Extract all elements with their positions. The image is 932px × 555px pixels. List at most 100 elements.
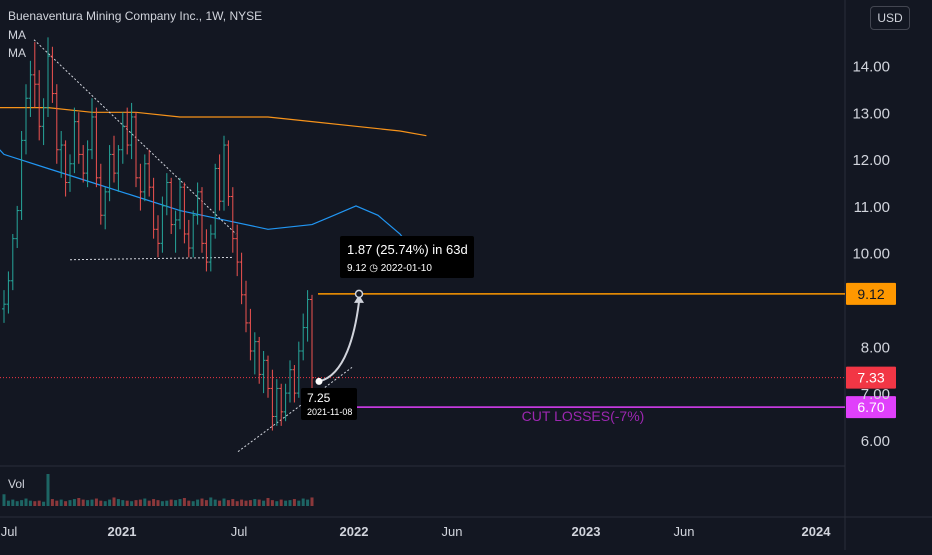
volume-bar	[279, 499, 283, 506]
volume-bar	[125, 500, 129, 506]
measure-start-box	[301, 388, 357, 420]
volume-bar	[292, 499, 296, 506]
volume-bar	[196, 499, 200, 506]
candle	[217, 154, 222, 211]
volume-bar	[262, 500, 266, 506]
x-tick-label: 2021	[108, 524, 137, 539]
cut-losses-badge-label: 6.70	[857, 399, 884, 415]
ma-short-line	[0, 149, 423, 263]
volume-bar	[116, 499, 120, 506]
volume-bar	[77, 498, 81, 506]
x-tick-label: 2022	[340, 524, 369, 539]
volume-bar	[165, 500, 169, 506]
measure-start-point	[315, 377, 323, 385]
candle	[134, 112, 138, 188]
volume-bar	[275, 501, 279, 506]
volume-bar	[2, 494, 6, 506]
volume-bar	[288, 500, 292, 506]
candle	[125, 107, 130, 155]
candle	[252, 332, 257, 375]
candle	[28, 60, 33, 117]
x-tick-label: Jul	[231, 524, 248, 539]
volume-bar	[253, 499, 257, 506]
candle	[208, 224, 213, 272]
last-price-badge	[846, 366, 896, 389]
candle	[156, 215, 160, 258]
volume-bar	[20, 500, 24, 506]
volume-bar	[6, 500, 10, 506]
volume-bar	[50, 499, 54, 506]
candle	[138, 163, 143, 211]
candle	[226, 140, 231, 206]
candle	[90, 98, 94, 160]
y-tick-label: 6.00	[861, 433, 890, 450]
candle	[305, 290, 310, 342]
volume-bar	[235, 501, 239, 506]
volume-panel: Vol	[2, 474, 314, 506]
volume-label: Vol	[8, 477, 25, 491]
time-axis[interactable]: Jul 2021 Jul 2022 Jun 2023 Jun 2024	[1, 524, 832, 539]
y-tick-label: 10.00	[852, 246, 890, 263]
candle	[257, 336, 262, 384]
measure-start-date: 2021-11-08	[307, 407, 352, 417]
candle	[94, 107, 99, 188]
symbol-title[interactable]: Buenaventura Mining Company Inc., 1W, NY…	[8, 9, 263, 23]
candle	[81, 145, 86, 183]
currency-button[interactable]: USD	[870, 6, 910, 30]
candle	[116, 145, 121, 192]
candle	[274, 379, 279, 426]
candle	[112, 135, 116, 183]
candle	[50, 46, 55, 103]
volume-bar	[248, 500, 252, 506]
volume-bar	[204, 500, 208, 506]
volume-bar	[231, 499, 235, 506]
volume-bar	[209, 497, 213, 506]
volume-bar	[240, 499, 244, 506]
x-tick-label: Jun	[674, 524, 695, 539]
candle	[63, 140, 68, 197]
volume-bar	[191, 501, 195, 506]
volume-bar	[81, 499, 85, 506]
measure-result-box	[340, 236, 474, 278]
volume-bar	[112, 497, 116, 506]
volume-bar	[266, 498, 270, 506]
indicator-ma-2[interactable]: MA	[8, 46, 26, 60]
candle	[292, 365, 297, 403]
candle	[129, 102, 134, 160]
volume-bar	[182, 498, 186, 506]
volume-bar	[301, 498, 305, 506]
candle	[2, 290, 6, 323]
candle	[120, 112, 125, 164]
volume-bar	[90, 499, 94, 506]
candle	[239, 252, 244, 305]
y-tick-label: 14.00	[852, 58, 890, 75]
candle	[37, 70, 42, 141]
volume-bar	[297, 500, 301, 506]
candle	[235, 224, 240, 277]
volume-bar	[64, 501, 68, 506]
candle	[10, 233, 15, 291]
volume-bar	[94, 498, 98, 506]
candle	[19, 131, 24, 220]
candle	[222, 135, 226, 211]
candle	[248, 308, 253, 361]
volume-bar	[284, 500, 288, 506]
volume-bar	[169, 499, 173, 506]
candle	[15, 205, 20, 249]
x-tick-label: 2024	[802, 524, 832, 539]
candle	[98, 163, 103, 225]
volume-bar	[213, 499, 217, 506]
indicator-ma-1[interactable]: MA	[8, 28, 26, 42]
measure-start-price: 7.25	[307, 391, 331, 405]
candle	[266, 355, 270, 398]
volume-bar	[147, 500, 151, 506]
candle	[54, 84, 59, 164]
volume-bar	[222, 498, 226, 506]
volume-bar	[15, 501, 19, 506]
candle	[173, 210, 178, 253]
volume-bar	[55, 500, 59, 506]
volume-bar	[187, 500, 191, 506]
